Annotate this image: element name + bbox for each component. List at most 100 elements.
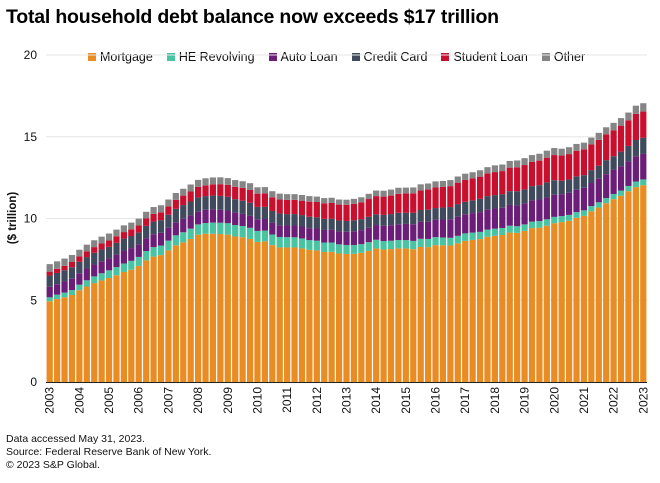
bar-segment-credit-card <box>469 200 476 214</box>
bar-segment-he-revolving <box>521 224 528 231</box>
bar-segment-mortgage <box>610 199 617 382</box>
bar-segment-other <box>254 187 261 194</box>
x-tick-label: 2015 <box>399 387 413 414</box>
bar-segment-mortgage <box>54 298 61 382</box>
bar-segment-mortgage <box>68 295 76 382</box>
bar-segment-mortgage <box>209 233 217 382</box>
y-tick-label: 5 <box>30 293 37 307</box>
bar-segment-student-loan <box>269 197 276 211</box>
bar-stack-2003Q4 <box>68 254 76 382</box>
bar-segment-auto-loan <box>536 199 543 222</box>
bar-segment-student-loan <box>202 185 209 197</box>
bar-segment-he-revolving <box>580 210 588 216</box>
bar-segment-student-loan <box>617 125 625 152</box>
bar-stack-2015Q3 <box>417 184 424 382</box>
bar-segment-credit-card <box>150 221 157 235</box>
bar-segment-he-revolving <box>291 237 298 248</box>
bar-segment-he-revolving <box>269 234 276 246</box>
bar-segment-auto-loan <box>610 169 617 194</box>
bar-segment-credit-card <box>499 194 506 208</box>
bar-segment-mortgage <box>76 290 83 382</box>
bar-segment-auto-loan <box>573 189 580 213</box>
bar-stack-2019Q2 <box>528 155 536 382</box>
bar-segment-mortgage <box>617 195 625 382</box>
bar-segment-mortgage <box>387 249 395 382</box>
bar-segment-he-revolving <box>402 240 409 249</box>
x-tick-label: 2005 <box>102 387 116 414</box>
bar-segment-credit-card <box>439 207 447 220</box>
bar-segment-auto-loan <box>150 234 157 248</box>
bar-segment-other <box>276 193 283 200</box>
bar-segment-mortgage <box>298 248 306 382</box>
bar-segment-mortgage <box>276 247 283 382</box>
bar-segment-he-revolving <box>194 224 202 235</box>
bar-segment-other <box>217 177 224 185</box>
bar-segment-student-loan <box>580 149 588 176</box>
bar-stacks <box>46 103 647 382</box>
bar-segment-credit-card <box>135 232 142 245</box>
bar-segment-credit-card <box>239 200 246 214</box>
bar-segment-student-loan <box>439 186 447 208</box>
bar-segment-auto-loan <box>261 218 268 231</box>
bar-segment-mortgage <box>425 247 432 382</box>
bar-segment-credit-card <box>217 195 224 210</box>
bar-segment-credit-card <box>565 179 573 193</box>
bar-segment-credit-card <box>476 198 484 213</box>
bar-segment-mortgage <box>194 234 202 382</box>
bar-segment-student-loan <box>261 193 268 207</box>
bar-segment-auto-loan <box>113 254 120 268</box>
bar-stack-2023Q1 <box>640 103 647 382</box>
bar-segment-mortgage <box>476 239 484 382</box>
bar-segment-credit-card <box>580 175 588 188</box>
legend-item-credit-card: Credit Card <box>351 50 427 64</box>
bar-stack-2003Q1 <box>46 264 53 382</box>
bar-segment-he-revolving <box>128 260 135 270</box>
bar-segment-student-loan <box>506 167 513 192</box>
bar-segment-auto-loan <box>254 219 261 231</box>
bar-segment-he-revolving <box>254 230 261 242</box>
bar-segment-credit-card <box>350 220 358 232</box>
bar-segment-student-loan <box>276 199 283 214</box>
bar-segment-student-loan <box>469 178 476 201</box>
bar-segment-other <box>165 199 172 207</box>
bar-segment-mortgage <box>113 275 120 382</box>
bar-segment-student-loan <box>476 176 484 199</box>
bar-segment-student-loan <box>521 165 528 190</box>
bar-segment-student-loan <box>194 186 202 198</box>
bar-segment-auto-loan <box>632 156 639 182</box>
bar-segment-he-revolving <box>395 240 402 249</box>
bar-segment-other <box>484 167 491 174</box>
bar-segment-mortgage <box>402 248 409 382</box>
bar-segment-auto-loan <box>54 284 61 295</box>
x-tick-label: 2012 <box>310 387 324 414</box>
x-tick-label: 2008 <box>191 387 205 414</box>
bar-segment-credit-card <box>321 218 328 230</box>
bar-segment-other <box>68 254 76 262</box>
bar-segment-auto-loan <box>298 226 306 239</box>
x-tick-label: 2011 <box>280 387 294 413</box>
bar-segment-student-loan <box>172 199 179 209</box>
bar-stack-2006Q2 <box>143 211 150 382</box>
bar-segment-mortgage <box>580 215 588 382</box>
bar-segment-other <box>380 190 387 197</box>
bar-segment-student-loan <box>61 265 68 271</box>
bar-segment-student-loan <box>358 202 365 220</box>
bar-stack-2008Q4 <box>217 177 224 382</box>
bar-segment-mortgage <box>254 241 261 382</box>
bar-segment-student-loan <box>425 189 432 210</box>
bar-segment-student-loan <box>640 111 647 138</box>
bar-segment-other <box>580 142 588 150</box>
legend-swatch-he-revolving <box>166 53 175 61</box>
bar-segment-credit-card <box>328 218 335 230</box>
bar-segment-student-loan <box>350 203 358 221</box>
bar-segment-credit-card <box>46 275 53 287</box>
bar-segment-credit-card <box>313 217 320 229</box>
bar-segment-credit-card <box>157 220 165 233</box>
bar-segment-credit-card <box>410 212 417 225</box>
bar-segment-he-revolving <box>491 228 499 236</box>
legend-item-student-loan: Student Loan <box>441 50 528 64</box>
bar-segment-student-loan <box>632 113 639 141</box>
bar-segment-credit-card <box>165 214 172 228</box>
bar-segment-student-loan <box>291 199 298 215</box>
